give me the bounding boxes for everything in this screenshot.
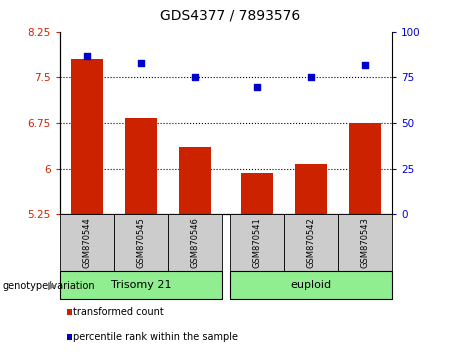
Point	[253, 84, 260, 89]
Point	[191, 75, 199, 80]
Bar	[230, 214, 284, 271]
Point	[307, 75, 314, 80]
Point	[83, 53, 91, 58]
Bar	[230, 271, 392, 299]
Text: euploid: euploid	[290, 280, 331, 290]
Point	[361, 62, 368, 68]
Bar	[284, 214, 338, 271]
Text: GSM870541: GSM870541	[253, 217, 261, 268]
Text: GSM870546: GSM870546	[190, 217, 199, 268]
Bar	[124, 118, 157, 214]
Text: GSM870542: GSM870542	[307, 217, 315, 268]
Text: GSM870543: GSM870543	[361, 217, 369, 268]
Text: ▶: ▶	[48, 281, 56, 291]
Text: percentile rank within the sample: percentile rank within the sample	[73, 332, 238, 342]
Text: GSM870544: GSM870544	[83, 217, 91, 268]
Text: Trisomy 21: Trisomy 21	[111, 280, 171, 290]
Bar	[114, 214, 168, 271]
Bar	[60, 271, 222, 299]
Bar	[60, 214, 114, 271]
Bar	[338, 214, 392, 271]
Point	[137, 60, 145, 66]
Bar	[71, 59, 103, 214]
Text: genotype/variation: genotype/variation	[2, 281, 95, 291]
Bar	[295, 164, 327, 214]
Bar	[168, 214, 222, 271]
Bar	[349, 123, 381, 214]
Bar	[179, 147, 211, 214]
Bar	[241, 173, 273, 214]
Text: GDS4377 / 7893576: GDS4377 / 7893576	[160, 9, 301, 23]
Text: GSM870545: GSM870545	[136, 217, 145, 268]
Text: transformed count: transformed count	[73, 307, 163, 317]
